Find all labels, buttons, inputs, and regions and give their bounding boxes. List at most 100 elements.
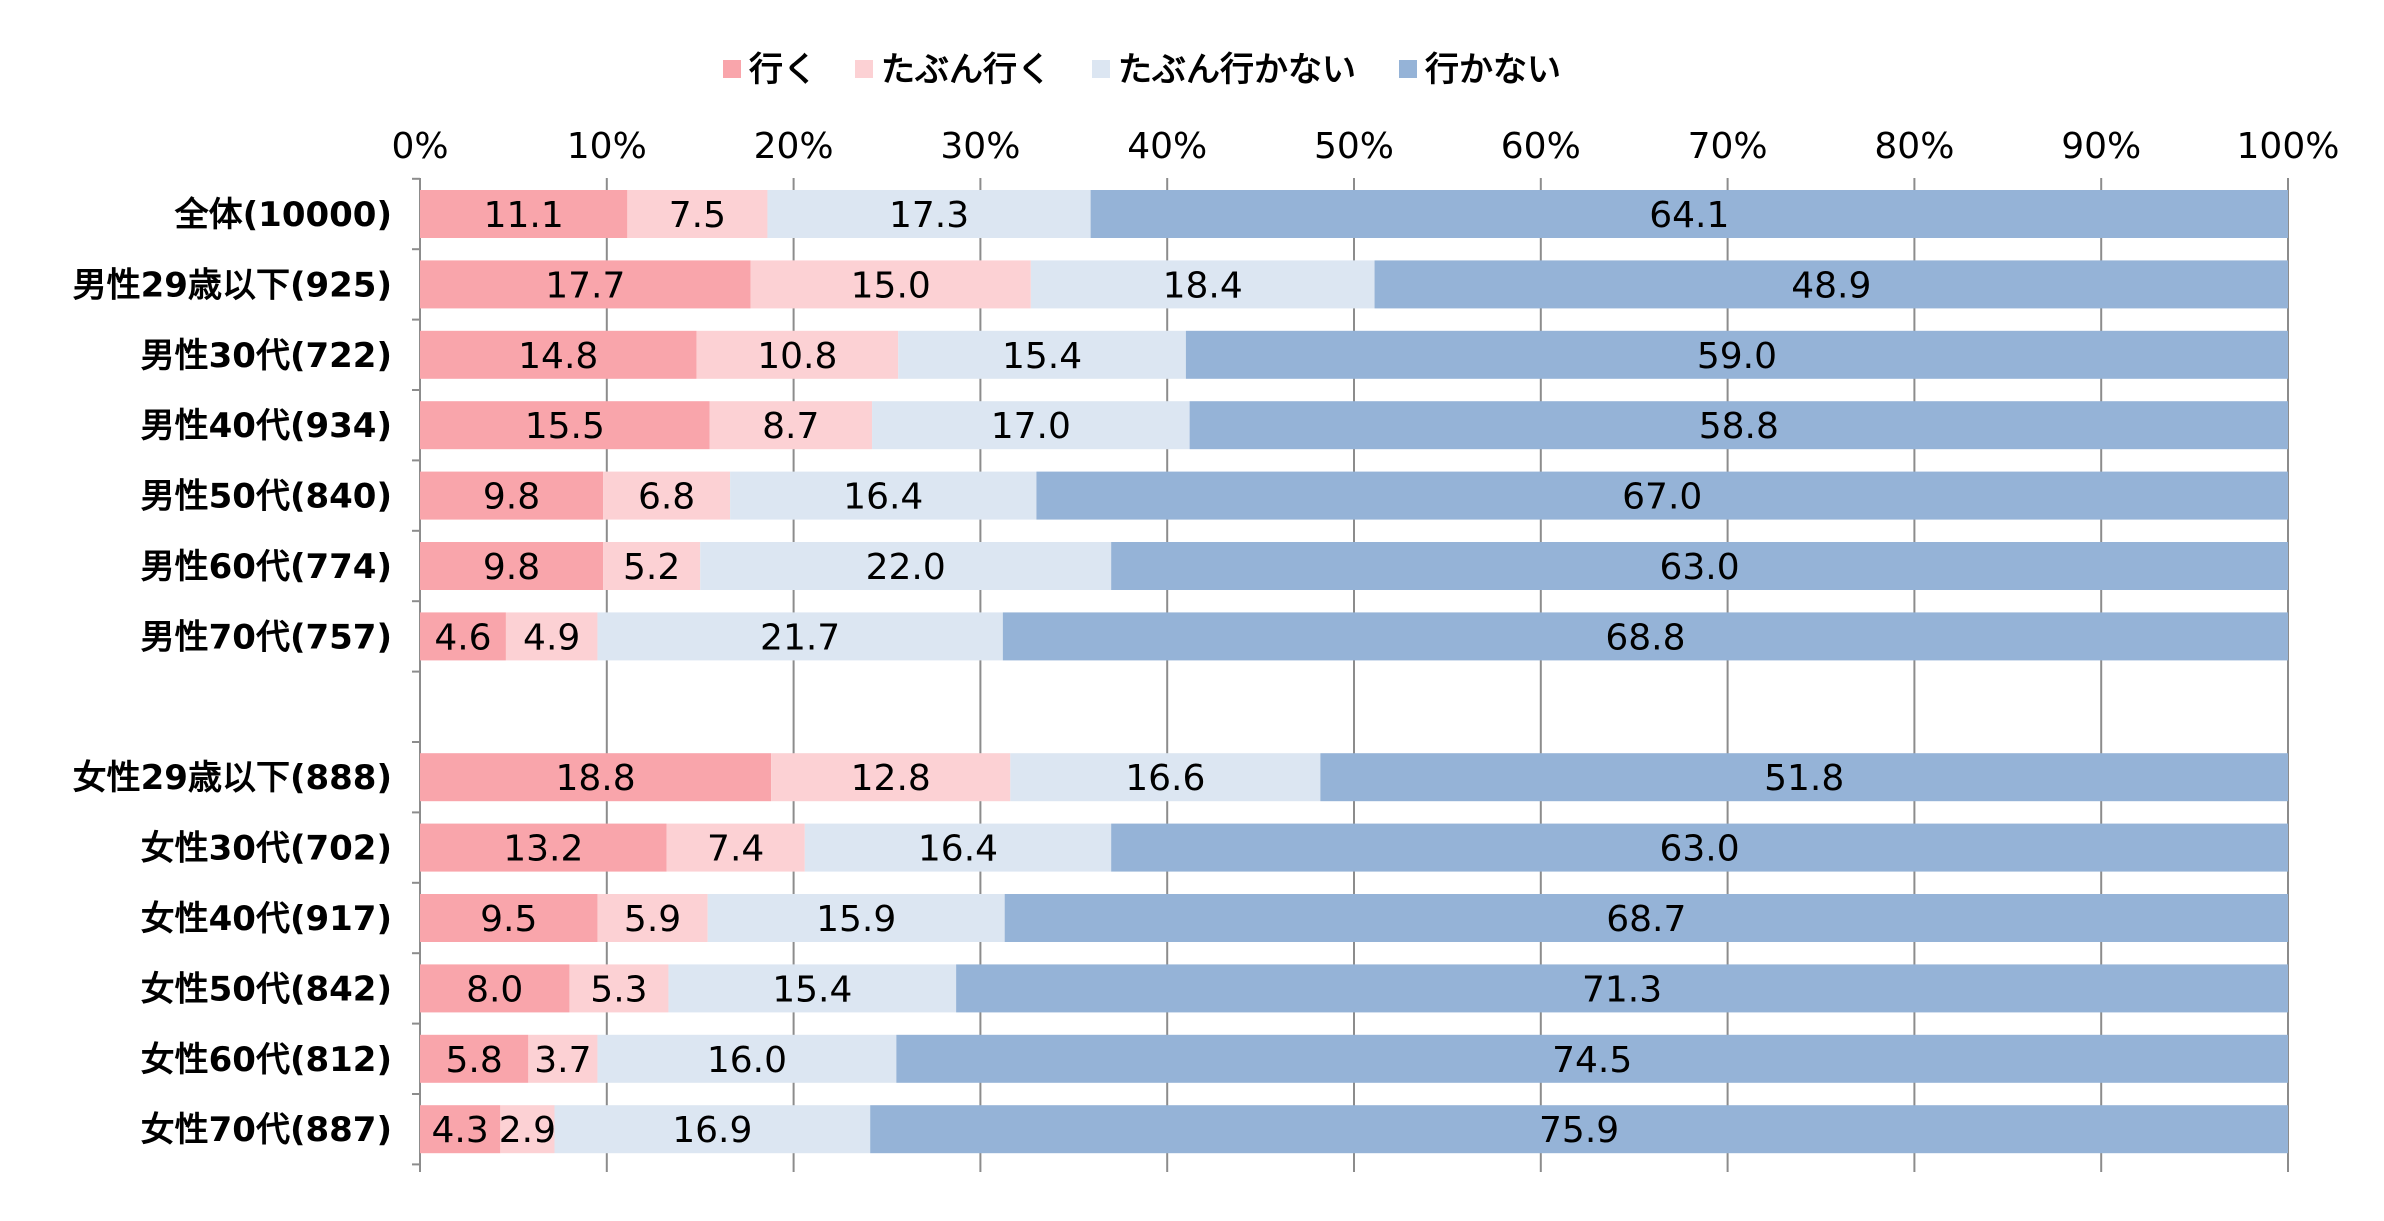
bar-segment (420, 1034, 529, 1083)
x-tick-label: 20% (754, 126, 834, 167)
category-label: 男性70代(757) (141, 617, 392, 657)
data-label: 64.1 (1649, 195, 1729, 236)
data-label: 17.0 (991, 406, 1071, 447)
bar-segment (872, 401, 1190, 450)
bar-segment (420, 753, 772, 802)
data-label: 8.0 (466, 969, 523, 1010)
legend-swatch (1092, 60, 1110, 78)
category-label: 女性40代(917) (141, 899, 392, 939)
bar-segment (420, 471, 604, 520)
bar-segment (1004, 894, 2288, 942)
data-label: 14.8 (518, 336, 598, 377)
data-label: 11.1 (484, 195, 564, 236)
bar-segment (627, 190, 768, 238)
legend-label: 行かない (1425, 50, 1561, 90)
bar-segment (696, 330, 899, 379)
x-tick-label: 60% (1501, 126, 1581, 167)
data-label: 5.9 (624, 899, 681, 940)
bar-segment (1010, 753, 1321, 802)
bar-segment (1090, 190, 2288, 238)
data-label: 21.7 (760, 617, 840, 658)
data-label: 17.3 (889, 195, 969, 236)
data-label: 5.3 (590, 969, 647, 1010)
data-label: 4.3 (432, 1110, 489, 1151)
data-label: 12.8 (851, 758, 931, 799)
bar-segment (1036, 471, 2288, 520)
legend-swatch (855, 60, 873, 78)
data-label: 15.0 (851, 265, 931, 306)
data-label: 15.4 (772, 969, 852, 1010)
category-label: 男性30代(722) (141, 336, 392, 376)
category-label: 女性70代(887) (141, 1110, 392, 1150)
bar-segment (597, 1034, 897, 1083)
data-label: 16.0 (707, 1040, 787, 1081)
x-tick-label: 10% (567, 126, 647, 167)
bar-segment (1030, 260, 1375, 309)
bar-segment (420, 260, 751, 309)
data-label: 68.8 (1605, 617, 1685, 658)
bar-segment (603, 471, 731, 520)
legend-label: たぶん行く (881, 50, 1051, 90)
data-label: 16.4 (918, 829, 998, 870)
legend-label: たぶん行かない (1118, 50, 1356, 90)
data-label: 18.8 (556, 758, 636, 799)
data-label: 16.9 (672, 1110, 752, 1151)
data-label: 18.4 (1163, 265, 1243, 306)
bar-segment (420, 823, 667, 872)
x-tick-label: 30% (940, 126, 1020, 167)
x-tick-label: 100% (2237, 126, 2340, 167)
data-label: 7.4 (707, 829, 764, 870)
data-label: 63.0 (1660, 829, 1740, 870)
legend-label: 行く (749, 50, 817, 90)
x-tick-label: 70% (1688, 126, 1768, 167)
bar-segment (870, 1105, 2288, 1154)
bar-segment (956, 964, 2289, 1013)
bar-segment (804, 823, 1112, 872)
data-label: 2.9 (499, 1110, 556, 1151)
data-label: 6.8 (638, 477, 695, 518)
data-label: 51.8 (1764, 758, 1844, 799)
x-tick-label: 0% (391, 126, 448, 167)
data-label: 22.0 (866, 547, 946, 588)
bar-segment (420, 190, 628, 238)
data-label: 48.9 (1791, 265, 1871, 306)
bar-segment (420, 894, 598, 942)
bar-segment (896, 1034, 2288, 1083)
bar-segment (420, 542, 604, 590)
bar-segment (767, 190, 1091, 238)
data-label: 9.5 (480, 899, 537, 940)
category-label: 男性29歳以下(925) (73, 265, 392, 305)
data-label: 15.4 (1002, 336, 1082, 377)
bar-segment (1189, 401, 2288, 450)
bar-segment (666, 823, 805, 872)
data-label: 5.2 (623, 547, 680, 588)
bar-segment (707, 894, 1005, 942)
data-label: 4.9 (523, 617, 580, 658)
data-label: 74.5 (1552, 1040, 1632, 1081)
bar-segment (898, 330, 1186, 379)
bar-segment (528, 1034, 598, 1083)
bar-segment (750, 260, 1031, 309)
category-label: 女性60代(812) (141, 1040, 392, 1080)
data-label: 16.4 (843, 477, 923, 518)
data-label: 75.9 (1539, 1110, 1619, 1151)
data-label: 59.0 (1697, 336, 1777, 377)
bar-segment (1374, 260, 2288, 309)
data-label: 7.5 (669, 195, 726, 236)
bar-segment (420, 1105, 501, 1154)
x-tick-label: 40% (1127, 126, 1207, 167)
legend-swatch (723, 60, 741, 78)
category-label: 男性60代(774) (141, 547, 392, 587)
bar-segment (420, 612, 506, 661)
data-label: 58.8 (1699, 406, 1779, 447)
data-label: 67.0 (1622, 477, 1702, 518)
bar-segment (505, 612, 598, 661)
data-label: 68.7 (1606, 899, 1686, 940)
data-label: 63.0 (1660, 547, 1740, 588)
category-label: 男性40代(934) (141, 406, 392, 446)
data-label: 17.7 (545, 265, 625, 306)
bar-segment (1111, 542, 2288, 590)
category-label: 女性29歳以下(888) (73, 758, 392, 798)
